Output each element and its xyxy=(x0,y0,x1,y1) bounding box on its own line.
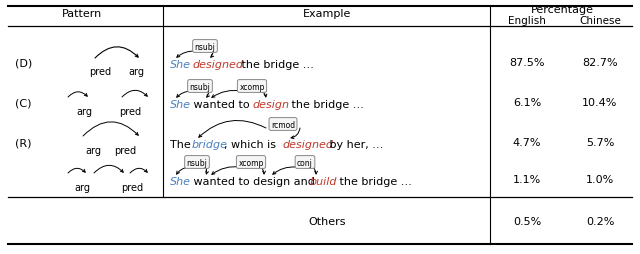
Text: English: English xyxy=(508,16,546,26)
Text: 4.7%: 4.7% xyxy=(513,137,541,147)
Text: pred: pred xyxy=(114,146,136,155)
FancyArrowPatch shape xyxy=(94,166,124,173)
Text: 0.5%: 0.5% xyxy=(513,216,541,226)
Text: 5.7%: 5.7% xyxy=(586,137,614,147)
Text: Chinese: Chinese xyxy=(579,16,621,26)
Text: build: build xyxy=(310,176,337,186)
Text: xcomp: xcomp xyxy=(239,82,265,91)
Text: She: She xyxy=(170,60,191,70)
FancyArrowPatch shape xyxy=(262,92,267,98)
FancyArrowPatch shape xyxy=(211,52,214,58)
Text: xcomp: xcomp xyxy=(238,158,264,167)
Text: conj: conj xyxy=(297,158,313,167)
Text: wanted to: wanted to xyxy=(190,100,253,109)
Text: 1.1%: 1.1% xyxy=(513,174,541,184)
FancyArrowPatch shape xyxy=(206,167,209,174)
Text: designed: designed xyxy=(192,60,243,70)
Text: 1.0%: 1.0% xyxy=(586,174,614,184)
Text: arg: arg xyxy=(85,146,101,155)
Text: 0.2%: 0.2% xyxy=(586,216,614,226)
Text: nsubj: nsubj xyxy=(195,42,216,51)
Text: the bridge …: the bridge … xyxy=(238,60,314,70)
Text: The: The xyxy=(170,139,195,149)
FancyArrowPatch shape xyxy=(122,91,147,98)
FancyArrowPatch shape xyxy=(273,167,296,174)
Text: design: design xyxy=(252,100,289,109)
Text: Percentage: Percentage xyxy=(531,5,593,15)
Text: by her, …: by her, … xyxy=(326,139,383,149)
Text: , which is: , which is xyxy=(224,139,280,149)
FancyArrowPatch shape xyxy=(199,121,266,138)
Text: (R): (R) xyxy=(15,137,31,147)
FancyArrowPatch shape xyxy=(212,91,242,98)
Text: nsubj: nsubj xyxy=(187,158,207,167)
Text: arg: arg xyxy=(76,107,92,117)
Text: She: She xyxy=(170,100,191,109)
Text: bridge: bridge xyxy=(192,139,228,149)
FancyArrowPatch shape xyxy=(261,167,266,174)
Text: pred: pred xyxy=(89,67,111,77)
Text: rcmod: rcmod xyxy=(271,120,295,129)
Text: 10.4%: 10.4% xyxy=(582,98,618,108)
FancyArrowPatch shape xyxy=(207,92,209,98)
FancyArrowPatch shape xyxy=(68,169,85,173)
Text: Others: Others xyxy=(308,216,346,226)
FancyArrowPatch shape xyxy=(212,167,241,175)
Text: designed: designed xyxy=(282,139,333,149)
Text: arg: arg xyxy=(128,67,144,77)
FancyArrowPatch shape xyxy=(291,129,300,139)
Text: the bridge …: the bridge … xyxy=(336,176,412,186)
Text: 87.5%: 87.5% xyxy=(509,58,545,68)
FancyArrowPatch shape xyxy=(177,92,191,98)
FancyArrowPatch shape xyxy=(313,167,317,174)
Text: pred: pred xyxy=(121,182,143,192)
FancyArrowPatch shape xyxy=(68,92,87,98)
FancyArrowPatch shape xyxy=(177,167,188,174)
Text: Pattern: Pattern xyxy=(62,9,102,19)
Text: 82.7%: 82.7% xyxy=(582,58,618,68)
Text: (D): (D) xyxy=(15,58,32,68)
Text: She: She xyxy=(170,176,191,186)
Text: nsubj: nsubj xyxy=(189,82,211,91)
FancyArrowPatch shape xyxy=(130,169,147,173)
Text: arg: arg xyxy=(74,182,90,192)
FancyArrowPatch shape xyxy=(177,52,196,58)
Text: (C): (C) xyxy=(15,98,31,108)
Text: pred: pred xyxy=(119,107,141,117)
Text: the bridge …: the bridge … xyxy=(288,100,364,109)
Text: 6.1%: 6.1% xyxy=(513,98,541,108)
Text: Example: Example xyxy=(303,9,351,19)
FancyArrowPatch shape xyxy=(83,122,138,136)
FancyArrowPatch shape xyxy=(95,47,138,59)
Text: wanted to design and: wanted to design and xyxy=(190,176,318,186)
